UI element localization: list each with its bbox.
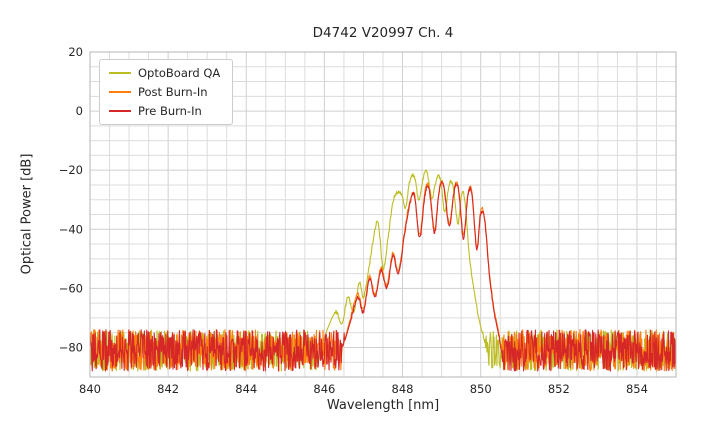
x-tick-label: 840 [79,382,101,396]
x-tick-label: 850 [470,382,492,396]
y-tick-label: 20 [68,45,83,59]
legend-item-post-burn-in: Post Burn-In [109,85,220,99]
legend-line-optoboard-qa-icon [109,72,131,74]
legend-line-pre-burn-in-icon [109,110,131,112]
x-axis-label: Wavelength [nm] [326,398,440,413]
x-tick-label: 844 [235,382,257,396]
y-tick-label: −60 [59,281,83,295]
legend-label: OptoBoard QA [138,66,221,80]
legend-item-pre-burn-in: Pre Burn-In [109,104,220,118]
series-trace-pre-burn-in [90,181,676,372]
x-tick-label: 852 [548,382,570,396]
chart-title: D4742 V20997 Ch. 4 [312,25,454,41]
x-tick-label: 842 [157,382,179,396]
x-tick-label: 854 [626,382,648,396]
y-tick-label: −40 [59,222,83,236]
legend-label: Pre Burn-In [138,104,202,118]
plot-border [89,51,677,378]
y-tick-label: −20 [59,163,83,177]
y-tick-label: −80 [59,340,83,354]
y-axis-label: Optical Power [dB] [19,153,35,275]
x-tick-label: 846 [313,382,335,396]
legend: OptoBoard QA Post Burn-In Pre Burn-In [99,59,234,125]
y-tick-label: 0 [76,104,83,118]
legend-item-optoboard-qa: OptoBoard QA [109,66,220,80]
x-tick-label: 848 [392,382,414,396]
legend-label: Post Burn-In [138,85,208,99]
legend-line-post-burn-in-icon [109,91,131,93]
